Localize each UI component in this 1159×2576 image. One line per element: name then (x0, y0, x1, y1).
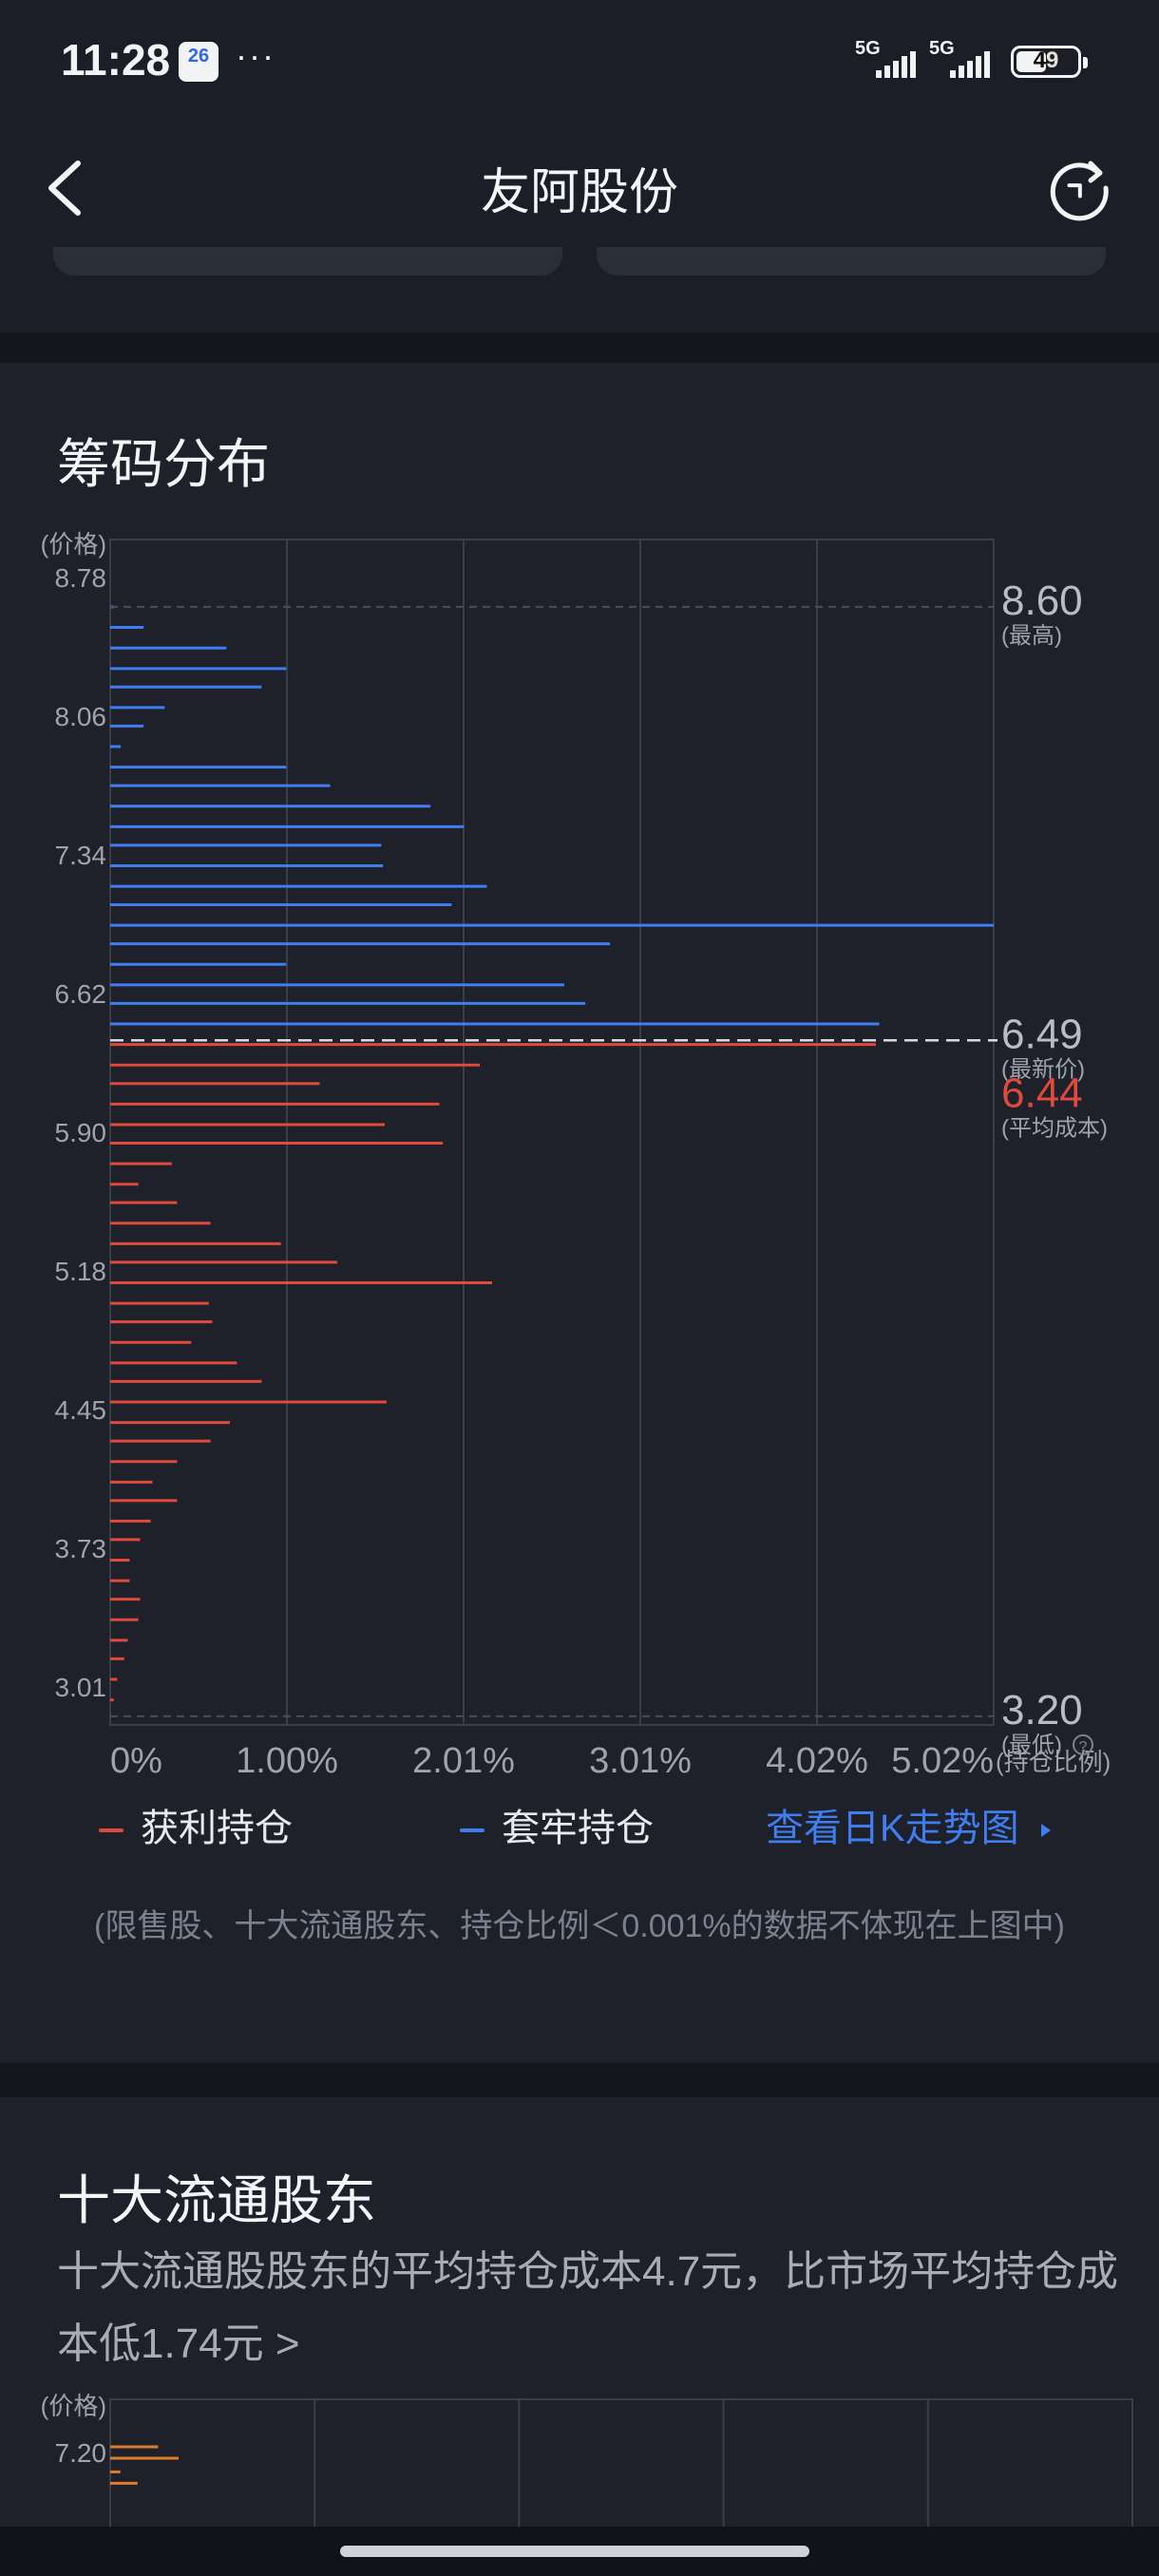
battery-level: 49 (1033, 47, 1059, 73)
top-card-stubs (0, 247, 1159, 332)
x-tick-label: 0% (110, 1741, 162, 1781)
chip-distribution-chart: 0% 1.00% 2.01% 3.01% 4.02% 5.02% (持仓比例) (价格) 8.7… (41, 530, 1112, 1781)
x-tick-label: 4.02% (766, 1741, 868, 1781)
section-separator-2 (0, 2063, 1159, 2097)
y-tick-label: 8.78 (55, 563, 107, 593)
legend-trapped-swatch (460, 1828, 484, 1833)
chart-footnote: (限售股、十大流通股东、持仓比例＜0.001%的数据不体现在上图中) (94, 1908, 1065, 1944)
chip-section-title: 筹码分布 (57, 434, 270, 494)
legend-profit-label: 获利持仓 (141, 1808, 293, 1849)
calendar-icon: 26 (179, 42, 218, 82)
marker-label: (最新价) (1001, 1056, 1085, 1082)
more-notifications-icon: ··· (236, 36, 276, 75)
y-tick-label: 4.45 (55, 1395, 107, 1425)
card-stub-left (53, 247, 562, 275)
marker-value: 6.44 (1001, 1070, 1083, 1116)
chevron-left-icon (48, 161, 81, 216)
signal-icon: 5G (855, 38, 916, 80)
caret-right-icon (1040, 1824, 1051, 1838)
plot-frame (109, 2398, 1133, 2534)
signal-label: 5G (855, 38, 881, 59)
battery-icon: 49 (1011, 46, 1088, 78)
chip-distribution-section (0, 363, 1159, 2063)
legend-trapped: 套牢持仓 (460, 1797, 654, 1852)
refresh-button[interactable] (1041, 150, 1117, 226)
y-axis-label: (价格) (41, 2392, 106, 2420)
y-tick-label: 7.34 (55, 841, 107, 870)
x-tick-label: 1.00% (236, 1741, 338, 1781)
help-icon (1073, 1733, 1093, 1755)
marker-value: 8.60 (1001, 578, 1083, 624)
x-tick-label: 5.02% (891, 1741, 994, 1781)
status-time: 11:28 (61, 35, 171, 85)
help-icon-glyph: ? (1079, 1739, 1088, 1755)
y-tick-label: 6.62 (55, 979, 107, 1009)
marker-label: (最低) (1001, 1733, 1062, 1758)
signal-label-2: 5G (929, 38, 955, 59)
x-tick-label: 3.01% (589, 1741, 692, 1781)
status-bar: 11:28 26 ··· 5G 5G 49 (0, 0, 1159, 123)
x-axis-label: (持仓比例) (996, 1748, 1111, 1776)
marker-label: (最高) (1001, 623, 1062, 649)
shareholders-chart: (价格) 7.20 (41, 2392, 1133, 2534)
x-tick-label: 2.01% (412, 1741, 515, 1781)
shareholders-section (0, 2097, 1159, 2534)
view-daily-kline-link[interactable]: 查看日K走势图 (766, 1797, 1056, 1852)
shareholders-desc-link[interactable]: 十大流通股股东的平均持仓成本4.7元，比市场平均持仓成本低1.74元 > (57, 2248, 1119, 2367)
bottom-bar (0, 2527, 1159, 2576)
shareholders-title: 十大流通股东 (57, 2170, 376, 2230)
y-tick-label: 3.73 (55, 1534, 107, 1563)
y-tick-label: 3.01 (55, 1673, 107, 1702)
legend-profit: 获利持仓 (99, 1797, 293, 1852)
marker-label: (平均成本) (1001, 1115, 1108, 1141)
y-tick-label: 7.20 (55, 2438, 107, 2468)
card-stub-right (597, 247, 1106, 275)
refresh-icon (1050, 161, 1109, 221)
home-indicator (340, 2546, 809, 2557)
page-title: 友阿股份 (480, 165, 678, 220)
marker-value: 6.49 (1001, 1011, 1083, 1057)
marker-value: 3.20 (1001, 1687, 1083, 1733)
legend-trapped-label: 套牢持仓 (502, 1808, 654, 1849)
legend-profit-swatch (99, 1828, 124, 1833)
y-tick-label: 8.06 (55, 702, 107, 731)
back-button[interactable] (38, 150, 114, 226)
nav-bar: 友阿股份 (0, 123, 1159, 247)
plot-frame (109, 539, 995, 1726)
y-axis-label: (价格) (41, 530, 106, 559)
section-separator (0, 332, 1159, 363)
signal-icon-2: 5G (929, 38, 990, 80)
y-tick-label: 5.90 (55, 1118, 107, 1147)
kline-link-label: 查看日K走势图 (766, 1808, 1019, 1849)
y-tick-label: 5.18 (55, 1257, 107, 1286)
